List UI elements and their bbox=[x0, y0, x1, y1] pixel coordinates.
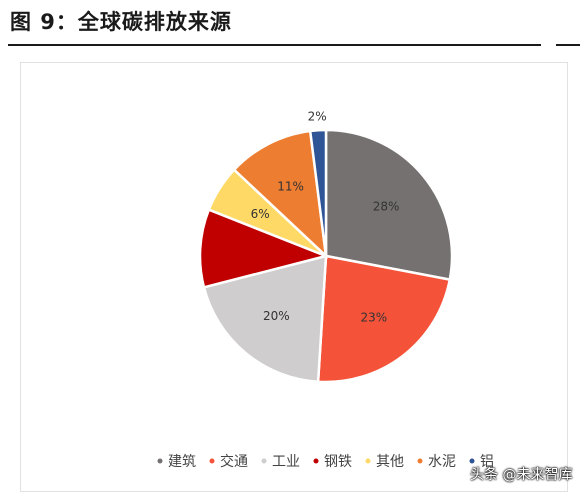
legend-label-2: 交通 bbox=[220, 453, 248, 470]
pie-slice-4 bbox=[198, 207, 331, 289]
pie-slice-3 bbox=[202, 254, 328, 384]
pie-value-label-2: 23% bbox=[360, 311, 387, 325]
legend-marker-6 bbox=[417, 458, 423, 464]
legend-label-3: 工业 bbox=[272, 454, 300, 470]
legend-marker-7 bbox=[469, 458, 475, 464]
pie-value-labels: 28% 23% 20% 6% 11% 2% bbox=[251, 109, 400, 324]
pie-slice-1 bbox=[324, 128, 454, 282]
legend-marker-3 bbox=[261, 458, 267, 464]
legend-marker-2 bbox=[209, 458, 215, 464]
title-divider bbox=[8, 44, 541, 46]
legend-marker-5 bbox=[365, 458, 371, 464]
watermark: 头条 @未来智库 bbox=[470, 467, 573, 483]
legend-label-7: 铝 bbox=[480, 454, 494, 470]
chart-legend: 建筑 交通 工业 钢铁 其他 水泥 铝 bbox=[157, 453, 494, 470]
pie-value-label-3: 20% bbox=[263, 309, 290, 323]
pie-value-label-7: 2% bbox=[308, 109, 327, 123]
pie-value-label-5: 6% bbox=[251, 207, 270, 221]
pie-value-label-6: 11% bbox=[277, 180, 304, 194]
legend-label-1: 建筑 bbox=[168, 454, 196, 470]
legend-label-4: 钢铁 bbox=[324, 454, 352, 470]
pie-slice-6 bbox=[232, 129, 328, 260]
pie-slice-7 bbox=[308, 128, 328, 257]
pie-slices bbox=[198, 128, 454, 384]
legend-label-5: 其他 bbox=[376, 454, 404, 470]
pie-slice-2 bbox=[316, 254, 452, 384]
legend-marker-4 bbox=[313, 458, 319, 464]
legend-marker-1 bbox=[157, 458, 163, 464]
pie-value-label-1: 28% bbox=[373, 199, 400, 213]
page-title: 图 9：全球碳排放来源 bbox=[10, 10, 232, 34]
title-divider-short bbox=[556, 44, 580, 46]
legend-label-6: 水泥 bbox=[428, 454, 456, 470]
